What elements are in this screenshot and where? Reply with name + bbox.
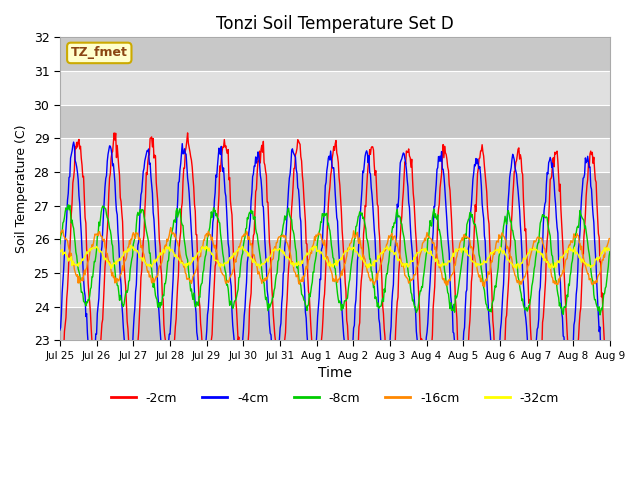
Bar bbox=[60, 307, 610, 340]
-32cm bbox=[179, 261, 187, 266]
Y-axis label: Soil Temperature (C): Soil Temperature (C) bbox=[15, 125, 28, 253]
-8cm bbox=[606, 249, 614, 254]
-32cm bbox=[513, 266, 520, 272]
-32cm bbox=[56, 249, 64, 254]
-8cm bbox=[65, 202, 72, 208]
-16cm bbox=[56, 233, 64, 239]
-32cm bbox=[208, 252, 216, 258]
-4cm bbox=[70, 139, 77, 145]
-16cm bbox=[179, 261, 187, 266]
Line: -32cm: -32cm bbox=[60, 245, 610, 269]
-4cm bbox=[419, 375, 426, 381]
-16cm bbox=[66, 248, 74, 254]
Bar bbox=[60, 206, 610, 240]
-2cm bbox=[123, 300, 131, 306]
-2cm bbox=[56, 369, 64, 374]
Bar bbox=[60, 273, 610, 307]
Line: -2cm: -2cm bbox=[60, 133, 610, 399]
-32cm bbox=[66, 257, 74, 263]
-16cm bbox=[481, 284, 488, 290]
-32cm bbox=[123, 249, 131, 254]
-2cm bbox=[403, 148, 410, 154]
Bar bbox=[60, 138, 610, 172]
-16cm bbox=[419, 240, 426, 246]
-32cm bbox=[606, 247, 614, 253]
Line: -4cm: -4cm bbox=[60, 142, 610, 383]
-8cm bbox=[208, 215, 216, 220]
-2cm bbox=[419, 345, 426, 351]
-4cm bbox=[208, 237, 216, 242]
-2cm bbox=[208, 332, 216, 337]
-4cm bbox=[492, 380, 499, 385]
-4cm bbox=[403, 167, 410, 172]
-16cm bbox=[403, 275, 410, 280]
-4cm bbox=[56, 327, 64, 333]
-8cm bbox=[124, 289, 131, 295]
-8cm bbox=[596, 312, 604, 318]
Legend: -2cm, -4cm, -8cm, -16cm, -32cm: -2cm, -4cm, -8cm, -16cm, -32cm bbox=[106, 387, 564, 410]
Bar bbox=[60, 105, 610, 138]
-4cm bbox=[66, 174, 74, 180]
Line: -8cm: -8cm bbox=[60, 205, 610, 315]
-4cm bbox=[124, 355, 131, 360]
-2cm bbox=[570, 396, 577, 402]
Bar bbox=[60, 71, 610, 105]
-2cm bbox=[179, 200, 186, 205]
Line: -16cm: -16cm bbox=[60, 228, 610, 287]
-2cm bbox=[184, 130, 191, 136]
X-axis label: Time: Time bbox=[318, 366, 352, 381]
-4cm bbox=[606, 338, 614, 344]
-16cm bbox=[167, 225, 175, 230]
-4cm bbox=[179, 151, 187, 157]
-16cm bbox=[123, 255, 131, 261]
Bar bbox=[60, 240, 610, 273]
-32cm bbox=[127, 242, 135, 248]
-2cm bbox=[606, 387, 614, 393]
-16cm bbox=[208, 234, 216, 240]
Title: Tonzi Soil Temperature Set D: Tonzi Soil Temperature Set D bbox=[216, 15, 454, 33]
-8cm bbox=[419, 285, 426, 290]
-8cm bbox=[67, 210, 74, 216]
-16cm bbox=[606, 236, 614, 241]
-8cm bbox=[56, 241, 64, 247]
Bar bbox=[60, 172, 610, 206]
-8cm bbox=[403, 254, 410, 260]
Bar bbox=[60, 37, 610, 71]
-32cm bbox=[403, 262, 410, 268]
Text: TZ_fmet: TZ_fmet bbox=[71, 47, 128, 60]
-8cm bbox=[179, 223, 187, 228]
-32cm bbox=[419, 247, 426, 253]
-2cm bbox=[66, 248, 74, 253]
